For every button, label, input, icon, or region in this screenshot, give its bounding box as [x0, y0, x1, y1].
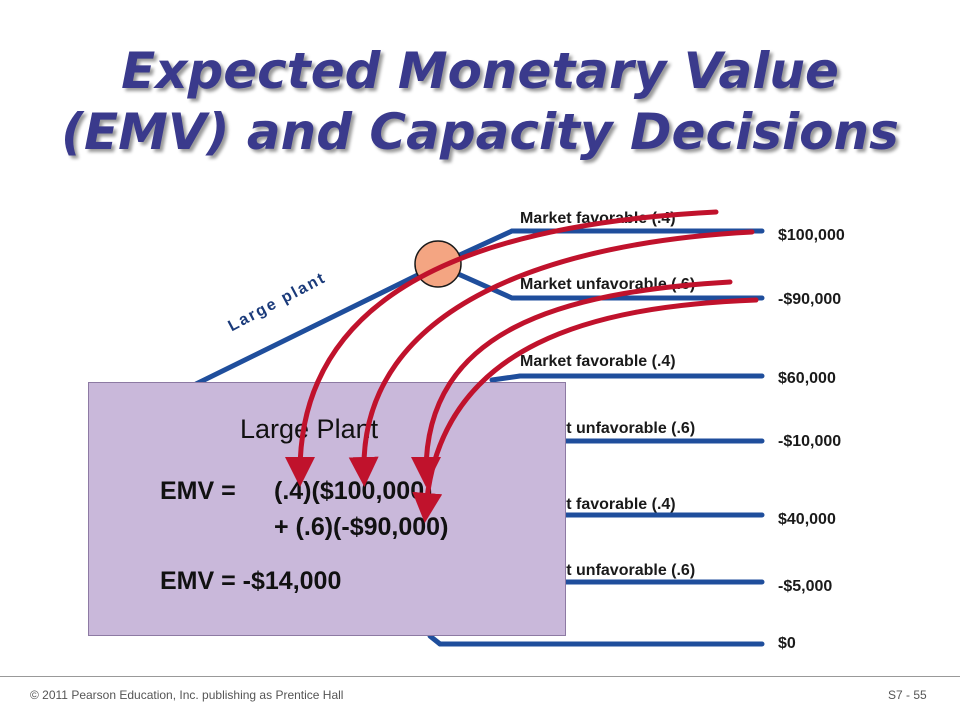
footer-divider — [0, 676, 960, 677]
payoff-value-5: $40,000 — [778, 511, 836, 528]
footer-page-number: S7 - 55 — [888, 688, 927, 702]
payoff-value-7: $0 — [778, 635, 796, 652]
payoff-value-2: -$90,000 — [778, 291, 842, 308]
outcome-label-3: Market favorable (.4) — [520, 353, 676, 370]
emv-result: EMV = -$14,000 — [160, 567, 342, 595]
emv-formula-line-1: (.4)($100,000) — [274, 477, 433, 505]
payoff-value-3: $60,000 — [778, 370, 836, 387]
payoff-value-6: -$5,000 — [778, 578, 833, 595]
payoff-value-4: -$10,000 — [778, 433, 842, 450]
emv-label: EMV = — [160, 477, 236, 505]
outcome-label-1: Market favorable (.4) — [520, 210, 676, 227]
payoff-value-1: $100,000 — [778, 227, 845, 244]
footer-copyright: © 2011 Pearson Education, Inc. publishin… — [30, 688, 344, 702]
slide-title-line-2: (EMV) and Capacity Decisions — [61, 103, 899, 161]
chance-node — [414, 240, 462, 288]
emv-formula-line-2: + (.6)(-$90,000) — [274, 513, 449, 541]
branch-stub — [489, 373, 523, 383]
emv-box-heading: Large Plant — [240, 414, 379, 444]
slide-title-line-1: Expected Monetary Value — [121, 42, 839, 100]
outcome-label-2: Market unfavorable (.6) — [520, 276, 696, 293]
